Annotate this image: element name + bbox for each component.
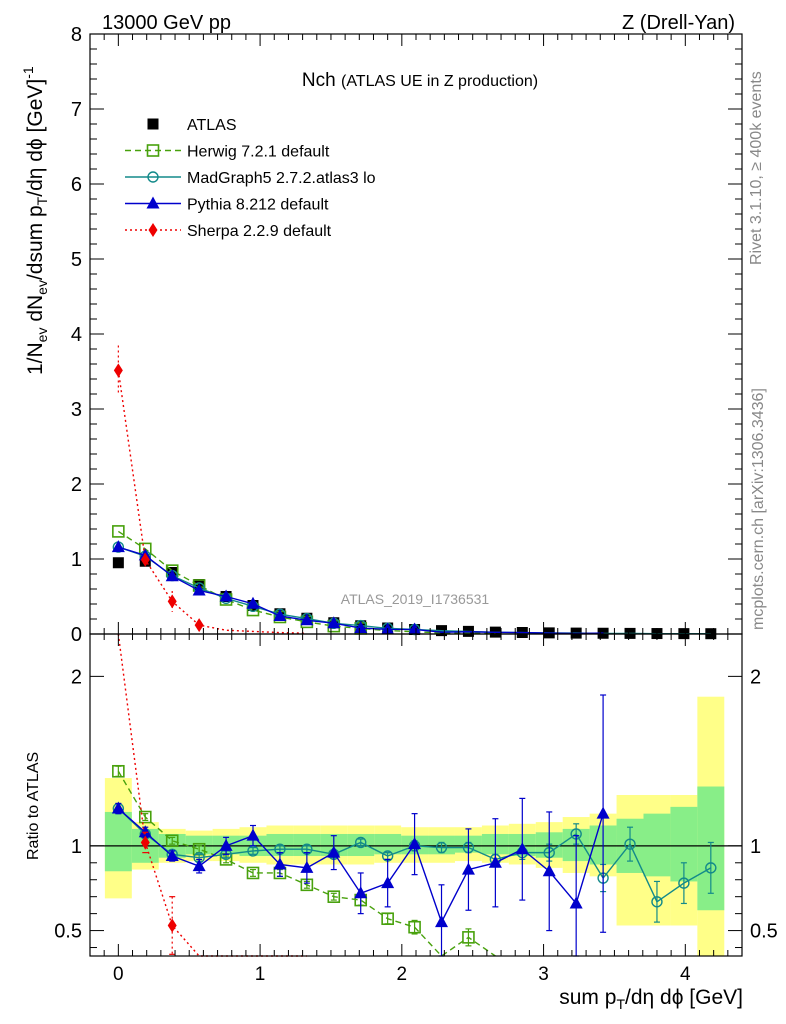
main-point-3 bbox=[327, 616, 341, 629]
y-tick-label-main: 4 bbox=[71, 324, 82, 346]
legend-label: Sherpa 2.2.9 default bbox=[187, 223, 332, 240]
ratio-point-2 bbox=[678, 877, 690, 889]
main-point-3 bbox=[273, 608, 287, 621]
ratio-point-4 bbox=[167, 918, 177, 933]
x-tick-label: 3 bbox=[538, 964, 549, 985]
ratio-point-3 bbox=[246, 828, 260, 841]
y-tick-label-main: 2 bbox=[71, 474, 82, 496]
ratio-point-3 bbox=[138, 825, 152, 838]
legend-marker bbox=[148, 223, 158, 237]
legend-label: Pythia 8.212 default bbox=[187, 197, 329, 214]
legend-marker bbox=[147, 171, 159, 183]
legend-marker bbox=[147, 118, 159, 130]
ratio-line-4 bbox=[117, 633, 307, 957]
ratio-point-3 bbox=[111, 801, 125, 814]
band-inner-bin bbox=[374, 833, 402, 855]
ratio-point-2 bbox=[355, 836, 367, 849]
ratio-point-1 bbox=[112, 764, 125, 778]
ratio-point-3 bbox=[515, 842, 529, 855]
x-tick-label: 0 bbox=[113, 964, 124, 985]
atlas-data-point bbox=[112, 557, 124, 569]
y-tick-label-main: 1 bbox=[71, 549, 82, 571]
header-energy: 13000 GeV pp bbox=[102, 12, 231, 34]
ratio-point-3 bbox=[327, 845, 341, 858]
y-tick-label-main: 6 bbox=[71, 174, 82, 196]
ratio-point-2 bbox=[624, 838, 636, 850]
main-point-4 bbox=[140, 552, 150, 567]
legend-marker bbox=[146, 144, 160, 157]
y-tick-label-ratio-right: 0.5 bbox=[750, 921, 778, 943]
ratio-point-4 bbox=[140, 835, 150, 850]
main-point-3 bbox=[300, 613, 314, 626]
ratio-point-3 bbox=[408, 837, 422, 850]
ratio-point-3 bbox=[192, 859, 206, 872]
ratio-point-3 bbox=[219, 838, 233, 851]
plot-title: Nch (ATLAS UE in Z production) bbox=[302, 70, 538, 91]
ratio-point-2 bbox=[651, 896, 663, 908]
ratio-point-2 bbox=[435, 841, 448, 854]
y-axis-label-main: 1/Nev dNev/dsum pT/dη dϕ [GeV]-1 bbox=[20, 66, 50, 375]
side-label-mcplots: mcplots.cern.ch [arXiv:1306.3436] bbox=[750, 388, 767, 630]
y-tick-label-ratio: 0.5 bbox=[54, 921, 82, 943]
ratio-point-1 bbox=[408, 920, 421, 934]
y-tick-label-main: 3 bbox=[71, 399, 82, 421]
legend: ATLAS Herwig 7.2.1 default MadGraph5 2.7.2… bbox=[125, 117, 376, 240]
ratio-point-3 bbox=[461, 862, 475, 875]
band-inner-bin bbox=[104, 811, 132, 872]
band-inner-bin bbox=[266, 833, 294, 857]
legend-label: MadGraph5 2.7.2.atlas3 lo bbox=[187, 170, 376, 187]
y-tick-label-ratio-right: 1 bbox=[750, 836, 761, 858]
header-process: Z (Drell-Yan) bbox=[622, 12, 735, 34]
ratio-point-1 bbox=[327, 890, 341, 903]
ratio-point-3 bbox=[596, 806, 610, 819]
ratio-point-3 bbox=[488, 855, 502, 868]
ratio-point-1 bbox=[138, 810, 152, 824]
ratio-point-3 bbox=[381, 876, 395, 889]
main-point-4 bbox=[113, 363, 123, 378]
main-point-1 bbox=[112, 525, 125, 538]
y-tick-label-ratio: 2 bbox=[71, 666, 82, 688]
main-point-3 bbox=[165, 569, 179, 582]
main-line-4 bbox=[117, 370, 307, 634]
main-point-4 bbox=[167, 594, 177, 609]
main-point-3 bbox=[111, 540, 125, 553]
y-tick-label-main: 0 bbox=[71, 624, 82, 646]
main-point-4 bbox=[194, 618, 204, 633]
ratio-point-3 bbox=[542, 864, 556, 877]
band-inner-bin bbox=[185, 835, 213, 855]
main-point-3 bbox=[246, 596, 260, 609]
ratio-point-3 bbox=[273, 857, 287, 870]
ratio-point-2 bbox=[705, 862, 717, 874]
side-label-rivet: Rivet 3.1.10, ≥ 400k events bbox=[748, 71, 765, 265]
ratio-point-1 bbox=[165, 834, 179, 848]
x-axis-label: sum pT/dη dϕ [GeV] bbox=[559, 986, 743, 1012]
ratio-point-1 bbox=[462, 931, 475, 944]
y-tick-label-main: 5 bbox=[71, 249, 82, 271]
ratio-point-3 bbox=[569, 896, 583, 909]
y-tick-label-main: 7 bbox=[71, 99, 82, 121]
band-inner-bin bbox=[643, 813, 671, 877]
main-point-3 bbox=[192, 583, 206, 596]
x-tick-label: 1 bbox=[255, 964, 266, 985]
ratio-point-3 bbox=[354, 886, 368, 899]
main-point-3 bbox=[354, 621, 368, 634]
ratio-point-3 bbox=[435, 915, 449, 928]
legend-label: Herwig 7.2.1 default bbox=[187, 144, 330, 161]
legend-label: ATLAS bbox=[187, 117, 237, 134]
y-tick-label-main: 8 bbox=[71, 24, 82, 46]
y-tick-label-ratio: 1 bbox=[71, 836, 82, 858]
main-point-3 bbox=[219, 589, 233, 602]
x-tick-label: 2 bbox=[397, 964, 408, 985]
ratio-point-3 bbox=[300, 860, 314, 873]
ratio-point-3 bbox=[165, 849, 179, 862]
x-tick-label: 4 bbox=[680, 964, 691, 985]
ratio-point-1 bbox=[381, 912, 394, 926]
ratio-point-1 bbox=[246, 866, 260, 880]
y-tick-label-ratio-right: 2 bbox=[750, 666, 761, 688]
analysis-watermark: ATLAS_2019_I1736531 bbox=[341, 591, 490, 607]
legend-marker bbox=[146, 196, 160, 209]
y-axis-label-ratio: Ratio to ATLAS bbox=[25, 752, 42, 860]
main-point-3 bbox=[408, 622, 422, 635]
